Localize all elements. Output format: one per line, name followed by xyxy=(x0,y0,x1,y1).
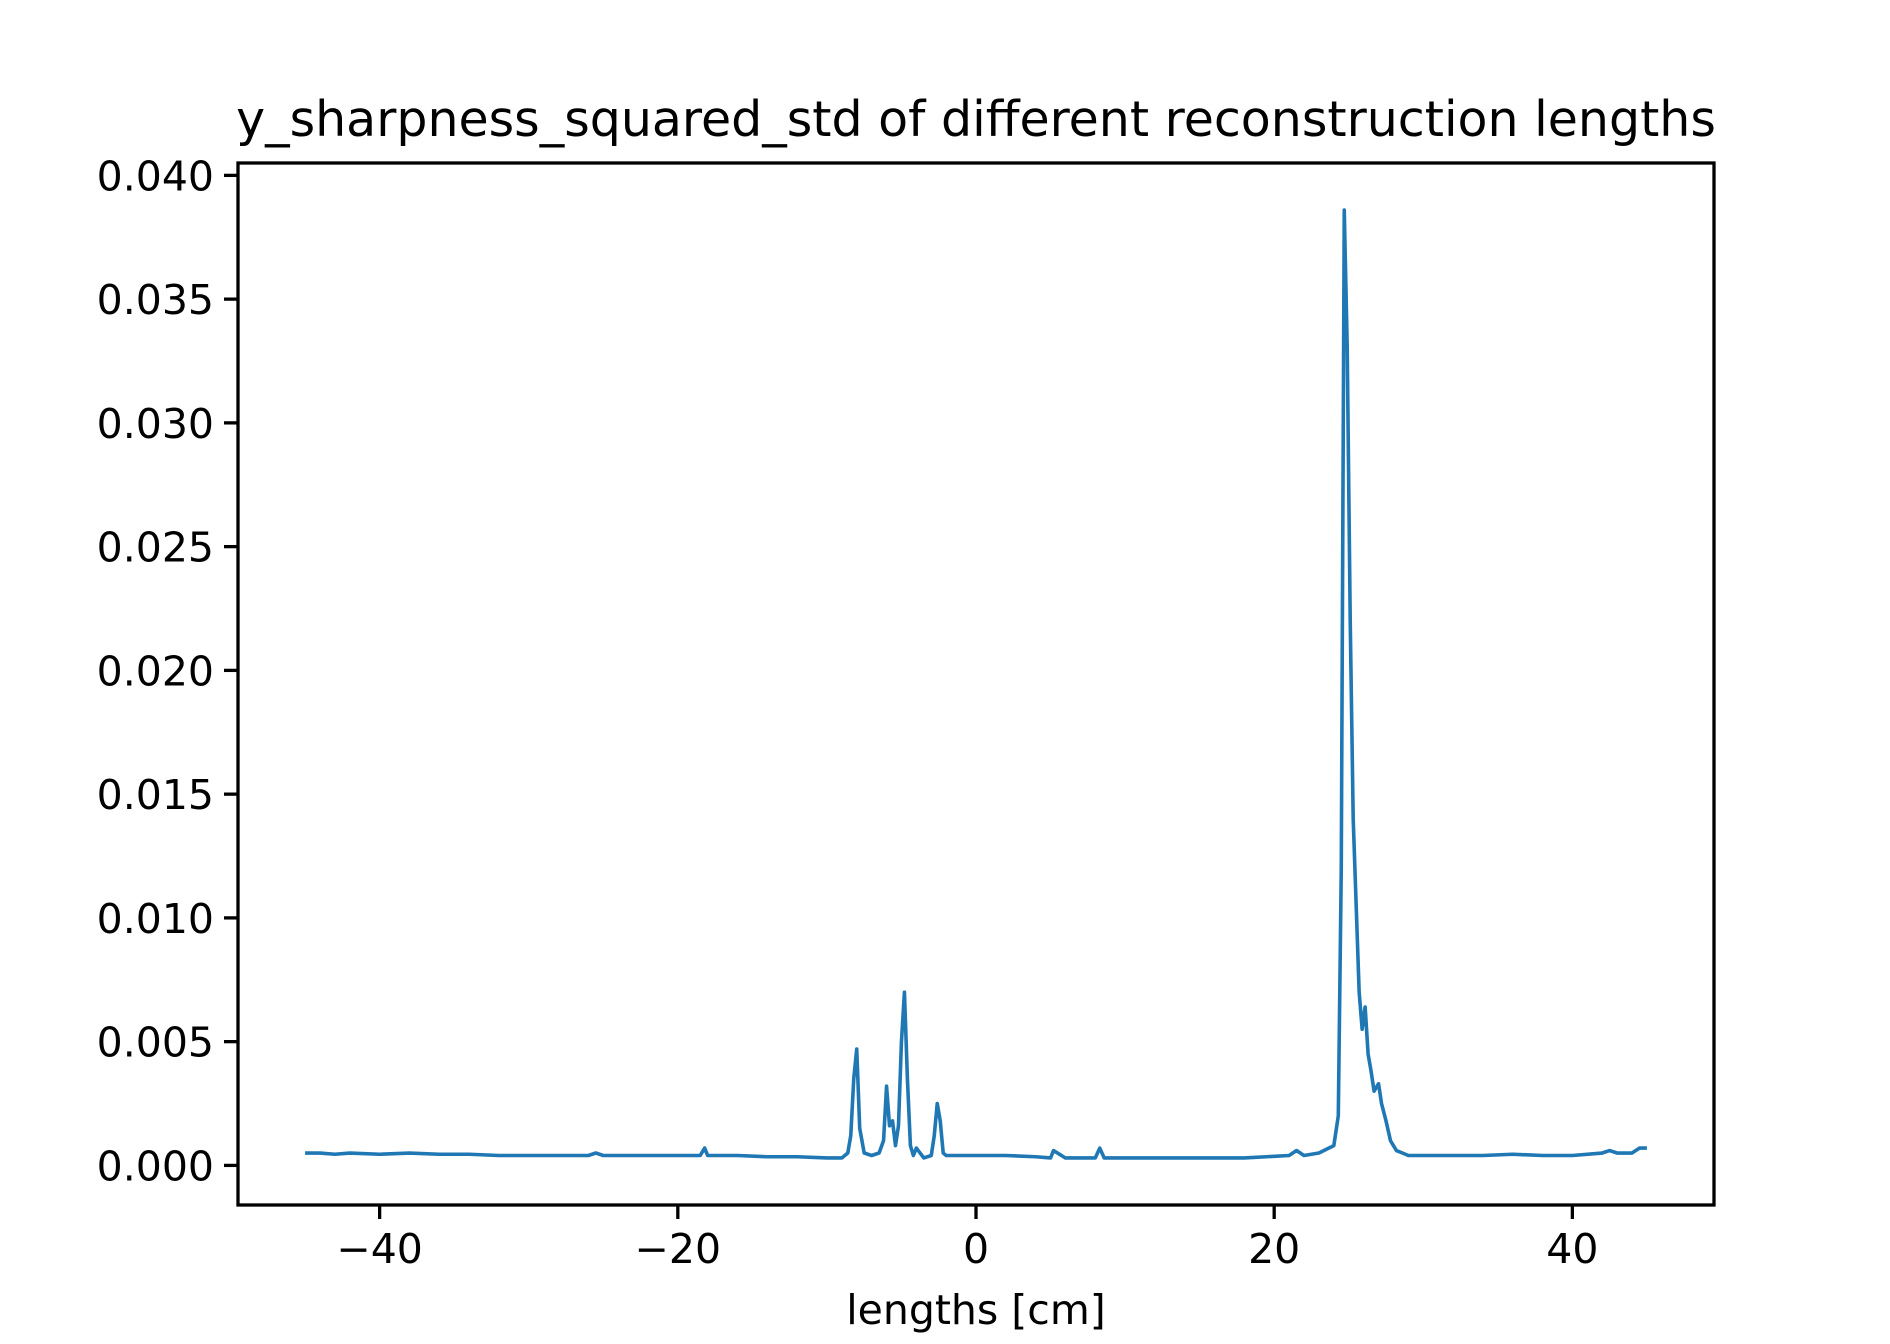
x-tick-label: 0 xyxy=(963,1225,989,1273)
x-tick-label: 40 xyxy=(1546,1225,1598,1273)
data-line xyxy=(305,208,1647,1160)
y-tick-label: 0.035 xyxy=(97,276,214,324)
y-tick-label: 0.010 xyxy=(97,895,214,943)
x-tick-label: 20 xyxy=(1248,1225,1300,1273)
x-tick-label: −40 xyxy=(336,1225,423,1273)
y-tick-label: 0.005 xyxy=(97,1019,214,1067)
y-tick-label: 0.040 xyxy=(97,152,214,200)
y-tick-label: 0.015 xyxy=(97,771,214,819)
y-tick-label: 0.000 xyxy=(97,1142,214,1190)
plot-frame xyxy=(236,161,1716,1207)
x-axis-label: lengths [cm] xyxy=(846,1286,1106,1334)
y-tick-label: 0.020 xyxy=(97,647,214,695)
chart-title: y_sharpness_squared_std of different rec… xyxy=(236,91,1716,148)
y-tick-label: 0.030 xyxy=(97,400,214,448)
x-tick-label: −20 xyxy=(635,1225,722,1273)
y-tick-label: 0.025 xyxy=(97,524,214,572)
